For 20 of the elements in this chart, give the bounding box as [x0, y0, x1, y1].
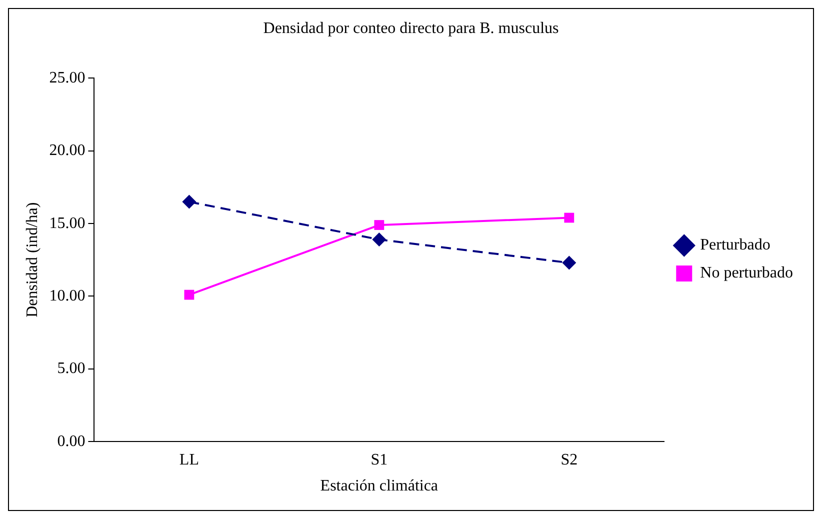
y-axis-title: Densidad (ind/ha) — [24, 202, 41, 318]
chart-title: Densidad por conteo directo para B. musculus — [263, 20, 559, 37]
x-tick-label: LL — [179, 451, 199, 468]
point — [182, 194, 196, 209]
x-axis-title: Estación climática — [320, 478, 438, 495]
y-tick-label: 20.00 — [49, 142, 86, 160]
y-tick-label: 10.00 — [49, 287, 86, 304]
legend-label: Perturbado — [700, 236, 770, 254]
y-tick-label: 5.00 — [57, 360, 86, 378]
point — [374, 220, 384, 230]
y-tick-label: 0.00 — [57, 432, 86, 450]
y-tick-label: 25.00 — [49, 69, 86, 86]
legend-label: No perturbado — [700, 264, 793, 282]
y-tick-label: 15.00 — [49, 214, 86, 232]
x-tick-label: S2 — [560, 451, 578, 468]
x-tick-label: S1 — [370, 451, 388, 468]
point — [564, 212, 574, 223]
point — [372, 232, 386, 247]
point — [184, 290, 194, 300]
point — [562, 256, 576, 270]
